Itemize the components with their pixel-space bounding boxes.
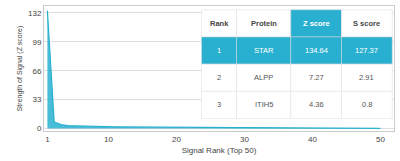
svg-text:20: 20 (172, 135, 181, 144)
svg-text:Z score: Z score (303, 19, 330, 28)
svg-text:ITIH5: ITIH5 (255, 100, 273, 109)
svg-text:66: 66 (32, 66, 41, 75)
svg-text:2.91: 2.91 (359, 73, 374, 82)
svg-text:S score: S score (353, 19, 380, 28)
svg-text:30: 30 (240, 135, 249, 144)
svg-text:0.8: 0.8 (362, 100, 372, 109)
svg-text:0: 0 (37, 124, 42, 133)
svg-text:132: 132 (28, 9, 42, 18)
svg-text:50: 50 (376, 135, 385, 144)
svg-text:10: 10 (104, 135, 113, 144)
svg-text:40: 40 (308, 135, 317, 144)
svg-text:1: 1 (217, 46, 221, 55)
svg-text:7.27: 7.27 (309, 73, 324, 82)
svg-text:Strength of Signal (Z score): Strength of Signal (Z score) (16, 26, 24, 112)
svg-text:1: 1 (45, 135, 50, 144)
svg-text:134.64: 134.64 (305, 46, 328, 55)
svg-text:ALPP: ALPP (254, 73, 273, 82)
svg-text:4.36: 4.36 (309, 100, 324, 109)
svg-text:127.37: 127.37 (355, 46, 378, 55)
svg-text:3: 3 (217, 100, 221, 109)
svg-text:Rank: Rank (210, 19, 229, 28)
svg-text:Protein: Protein (251, 19, 277, 28)
svg-text:33: 33 (32, 95, 41, 104)
svg-text:Signal Rank (Top 50): Signal Rank (Top 50) (182, 146, 257, 155)
svg-text:99: 99 (32, 38, 41, 47)
svg-text:STAR: STAR (254, 46, 274, 55)
svg-text:2: 2 (217, 73, 221, 82)
